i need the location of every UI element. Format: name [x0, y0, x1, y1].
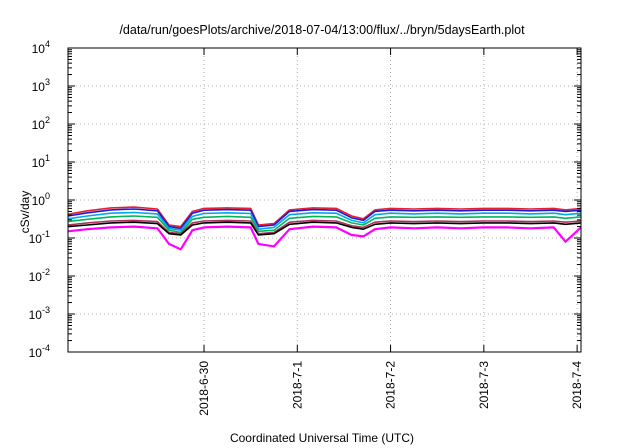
x-tick-label: 2018-7-1: [290, 361, 304, 409]
x-tick-label: 2018-7-3: [477, 361, 491, 409]
y-tick-label: 101: [32, 153, 50, 170]
y-tick-label: 10-1: [29, 229, 50, 246]
x-tick-label: 2018-7-2: [384, 361, 398, 409]
y-tick-label: 10-2: [29, 267, 50, 284]
series-line-1: [67, 206, 582, 228]
y-tick-label: 10-4: [29, 343, 50, 360]
series-line-2: [67, 208, 582, 230]
series-line-6: [67, 221, 582, 236]
series-line-5: [67, 219, 582, 235]
grid-lines: [68, 48, 581, 352]
series-line-7: [67, 225, 582, 251]
y-tick-label: 10-3: [29, 305, 50, 322]
y-tick-label: 104: [32, 39, 50, 56]
y-tick-label: 102: [32, 115, 50, 132]
axis-ticks: [68, 47, 581, 353]
series-lines: [67, 206, 582, 251]
x-tick-label: 2018-6-30: [197, 361, 211, 416]
x-tick-labels: 2018-6-30 2018-7-1 2018-7-2 2018-7-3 2018-7-…: [197, 361, 584, 416]
series-line-3: [67, 211, 582, 231]
x-tick-label: 2018-7-4: [570, 361, 584, 409]
y-tick-label: 100: [32, 191, 50, 208]
y-tick-labels: 10-4 10-3 10-2 10-1 100 101 102 103 104: [29, 39, 50, 360]
y-axis-label: cSv/day: [18, 191, 32, 234]
chart-title: /data/run/goesPlots/archive/2018-07-04/1…: [119, 23, 525, 37]
x-axis-label: Coordinated Universal Time (UTC): [230, 431, 414, 445]
series-line-4: [67, 215, 582, 234]
y-tick-label: 103: [32, 77, 50, 94]
